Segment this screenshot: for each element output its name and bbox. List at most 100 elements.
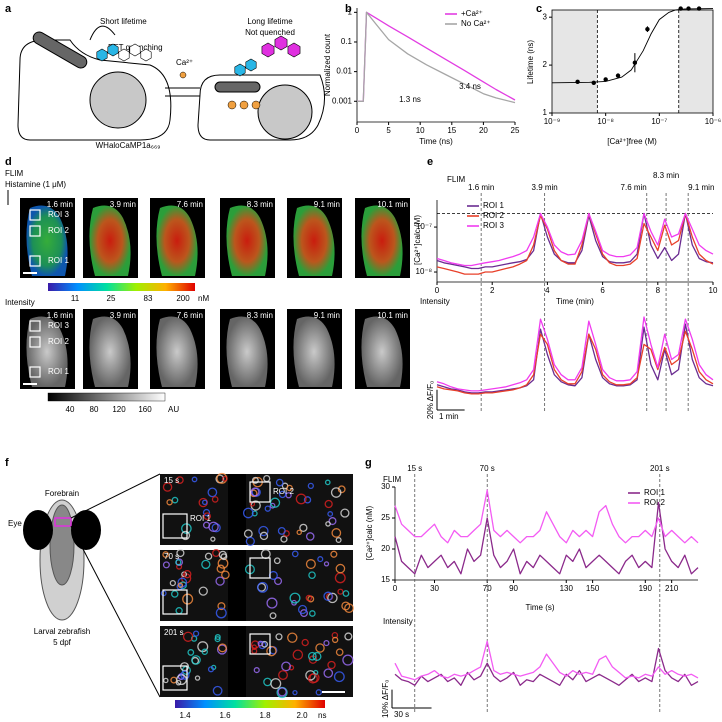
midline: [228, 474, 246, 545]
legend-label: No Ca²⁺: [461, 19, 491, 28]
neuron: [190, 635, 198, 642]
cell: [361, 316, 403, 387]
time-marker-label: 3.9 min: [532, 183, 558, 192]
neuron: [210, 536, 216, 542]
neuron: [261, 640, 269, 648]
calcium-ion: [251, 100, 261, 110]
neuron: [198, 586, 208, 596]
data-point: [632, 60, 638, 65]
neuron: [192, 630, 200, 637]
roi-label: ROI 1: [48, 367, 69, 376]
neuron: [163, 677, 169, 684]
roi-label: ROI 2: [48, 337, 69, 346]
neuron: [202, 508, 211, 517]
neuron: [308, 571, 316, 579]
neuron: [335, 648, 344, 657]
x-tick-label: 0: [393, 584, 398, 593]
x-tick-label: 190: [639, 584, 653, 593]
halotag: [257, 84, 313, 140]
time-marker-label: 201 s: [650, 464, 670, 473]
data-point: [575, 79, 580, 85]
roi-label: ROI 1: [48, 256, 69, 265]
y-tick-label: 3: [543, 12, 548, 21]
neuron: [305, 594, 313, 602]
neuron: [344, 632, 353, 641]
panel-labels: a b c d e f g: [5, 3, 542, 469]
label: WHaloCaMP1a₆₆₉: [96, 141, 161, 150]
neuron: [203, 512, 211, 521]
neuron: [217, 643, 227, 653]
data-point: [603, 77, 608, 82]
imaging-region: [54, 517, 72, 527]
cell: [226, 205, 268, 276]
label: Not quenched: [245, 28, 295, 37]
neuron: [270, 678, 282, 690]
dye-ring: [274, 35, 288, 51]
panel-a-diagram: Short lifetime PET quenching Ca²⁺ Long l…: [17, 17, 325, 150]
chart-title: FLIM: [447, 175, 466, 184]
dye-linker: [214, 81, 261, 93]
x-tick-label: 10⁻⁷: [651, 117, 667, 126]
colorbar: [48, 283, 195, 291]
neuron: [292, 649, 304, 661]
data-point: [686, 6, 691, 11]
colorbar-label: 1.6: [219, 711, 231, 720]
neuron: [180, 530, 191, 541]
y-tick-label: 20: [381, 544, 390, 553]
cell: [26, 205, 68, 276]
neuron: [331, 528, 342, 538]
neuron: [253, 667, 260, 674]
neuron: [280, 535, 288, 543]
x-axis-label: Time (min): [556, 297, 594, 306]
midline: [228, 550, 246, 621]
panel-label: c: [536, 3, 542, 15]
neuron: [162, 482, 173, 492]
colorbar-unit: AU: [168, 405, 179, 414]
calcium-ion: [239, 100, 249, 110]
series-line: [436, 316, 714, 392]
neuron: [307, 651, 317, 661]
scale-bar-label: 10% ΔF/F₀: [381, 680, 390, 718]
neuron: [175, 476, 184, 484]
roi-box: [29, 366, 41, 378]
neuron: [177, 582, 184, 588]
neuron: [183, 569, 192, 579]
time-label: 7.6 min: [177, 311, 203, 320]
roi-box: [29, 336, 41, 348]
dye-ring: [140, 48, 152, 62]
chart: 0 5 10 15 20 25 0.001 0.01 0.1 1 Time (ns) Normaliz…: [323, 7, 520, 146]
x-tick-label: 10⁻⁹: [544, 117, 561, 126]
panel-label: d: [5, 156, 12, 168]
roi-box: [29, 225, 41, 237]
neuron: [335, 537, 342, 544]
y-tick-label: 0.1: [341, 37, 353, 46]
neuron: [269, 612, 277, 620]
neuron: [215, 576, 225, 586]
dye-ring: [96, 48, 108, 62]
shaded-range: [552, 10, 598, 113]
dye-ring: [129, 43, 141, 57]
neuron: [204, 552, 213, 561]
neuron: [333, 671, 345, 683]
x-tick-label: 2: [490, 286, 495, 295]
colorbar-label: 1.4: [179, 711, 191, 720]
x-axis-label: Time (s): [525, 603, 554, 612]
panel-label: e: [427, 156, 433, 168]
neuron: [277, 687, 287, 697]
halotag: [89, 71, 147, 129]
neuron: [281, 661, 291, 672]
calcium-ion: [179, 71, 187, 79]
dye-linker: [32, 31, 88, 69]
shaded-range: [678, 10, 713, 113]
neuron: [211, 496, 219, 503]
neuron: [160, 590, 167, 597]
time-marker-label: 70 s: [480, 464, 495, 473]
neuron: [269, 497, 281, 508]
series-line: [436, 323, 714, 394]
neuron: [324, 499, 333, 509]
neuron: [289, 592, 301, 604]
x-tick-label: 130: [560, 584, 574, 593]
y-tick-label: 10⁻⁷: [416, 222, 432, 231]
